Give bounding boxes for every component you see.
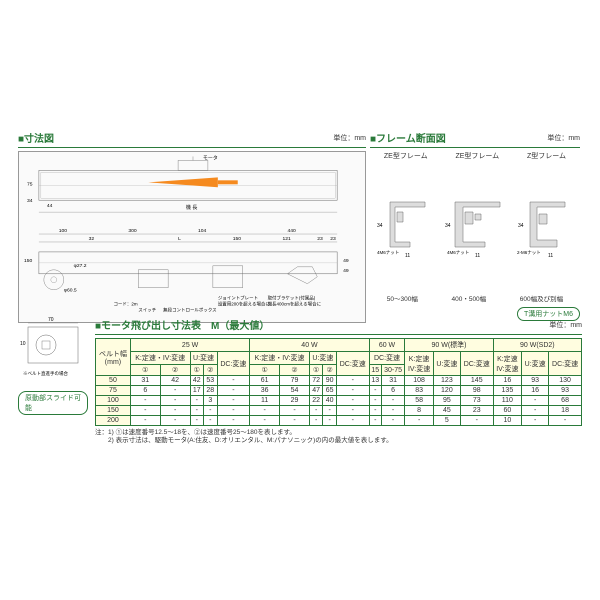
svg-text:23: 23	[330, 236, 336, 242]
svg-text:φ60.5: φ60.5	[64, 288, 77, 294]
extra-drawing: 70 10 ※ベルト直進手の場合 原動部スライド可能	[18, 315, 88, 415]
motor-unit: 単位：mm	[549, 320, 582, 330]
svg-text:機長400cmを超える場合に: 機長400cmを超える場合に	[268, 301, 322, 308]
svg-text:機 長: 機 長	[186, 204, 197, 211]
svg-text:モータ: モータ	[203, 154, 218, 161]
svg-text:23: 23	[317, 236, 323, 242]
cross-drawing: ZE型フレーム ZE型フレーム Z型フレーム 34 11 4M6ナット 34 1…	[370, 151, 580, 321]
motor-table: ベルト幅(mm)25 W40 W60 W90 W(標準)90 W(SD2)K:定…	[95, 338, 582, 426]
divider	[18, 147, 366, 148]
svg-text:34: 34	[518, 223, 524, 229]
svg-text:コード：2m: コード：2m	[113, 302, 137, 307]
divider	[370, 147, 580, 148]
svg-text:49: 49	[343, 268, 349, 274]
frame-width: 400・500幅	[451, 293, 486, 303]
svg-text:49: 49	[343, 258, 349, 264]
cross-section-icon: 34 11 2-M6ナット	[515, 192, 575, 262]
svg-text:4M6ナット: 4M6ナット	[377, 250, 399, 256]
svg-text:440: 440	[287, 228, 296, 234]
svg-text:取付ブラケット(付属品): 取付ブラケット(付属品)	[268, 295, 316, 302]
svg-text:32: 32	[89, 236, 95, 242]
cross-section-header: ■フレーム断面図 単位：mm	[370, 130, 580, 145]
svg-text:スイッチ: スイッチ	[138, 308, 156, 313]
svg-text:10: 10	[20, 341, 26, 347]
svg-text:75: 75	[27, 181, 33, 187]
svg-text:150: 150	[233, 236, 242, 242]
svg-text:150: 150	[24, 258, 33, 264]
svg-text:11: 11	[405, 253, 410, 259]
svg-text:設置用200を超える場合に: 設置用200を超える場合に	[218, 301, 271, 308]
divider	[95, 334, 582, 335]
svg-text:無段コントロールボックス: 無段コントロールボックス	[163, 307, 217, 314]
cross-section-icon: 34 11 4M6ナット	[375, 192, 435, 262]
svg-text:44: 44	[47, 203, 53, 209]
dim-section-header: ■寸法図 単位：mm	[18, 130, 366, 145]
svg-text:2-M6ナット: 2-M6ナット	[517, 250, 541, 256]
svg-text:φ27.2: φ27.2	[74, 263, 87, 269]
svg-text:※ベルト直進手の場合: ※ベルト直進手の場合	[23, 370, 68, 377]
dimension-drawing: モータ 75 34 44 機 長	[18, 151, 366, 323]
svg-text:34: 34	[377, 223, 383, 229]
svg-text:70: 70	[48, 317, 54, 323]
svg-text:100: 100	[59, 228, 68, 234]
cross-unit: 単位：mm	[547, 133, 580, 143]
slide-badge: 原動部スライド可能	[18, 391, 88, 415]
motor-section-header: ■モータ飛び出し寸法表 M（最大値） 単位：mm	[95, 317, 582, 332]
svg-text:121: 121	[282, 236, 291, 242]
cross-title: ■フレーム断面図	[370, 130, 446, 145]
svg-text:34: 34	[445, 223, 451, 229]
motor-title: ■モータ飛び出し寸法表 M（最大値）	[95, 317, 269, 332]
svg-text:104: 104	[198, 228, 207, 234]
table-notes: 注：1) ①は速度番号12.5～18を、②は速度番号25～180を表します。 2…	[95, 429, 582, 446]
frame-width: 50～300幅	[387, 293, 418, 303]
dim-unit: 単位：mm	[333, 133, 366, 143]
dim-title: ■寸法図	[18, 130, 54, 145]
svg-text:34: 34	[27, 198, 33, 204]
svg-text:4M6ナット: 4M6ナット	[447, 250, 469, 256]
svg-text:300: 300	[128, 228, 137, 234]
frame-type: ZE型フレーム	[455, 151, 499, 161]
svg-text:11: 11	[548, 253, 553, 259]
frame-type: Z型フレーム	[527, 151, 566, 161]
svg-text:L: L	[178, 236, 181, 242]
svg-text:11: 11	[475, 253, 480, 259]
frame-width: 600幅及び別幅	[520, 293, 563, 303]
frame-type: ZE型フレーム	[384, 151, 428, 161]
cross-section-icon: 34 11 4M6ナット	[445, 192, 505, 262]
